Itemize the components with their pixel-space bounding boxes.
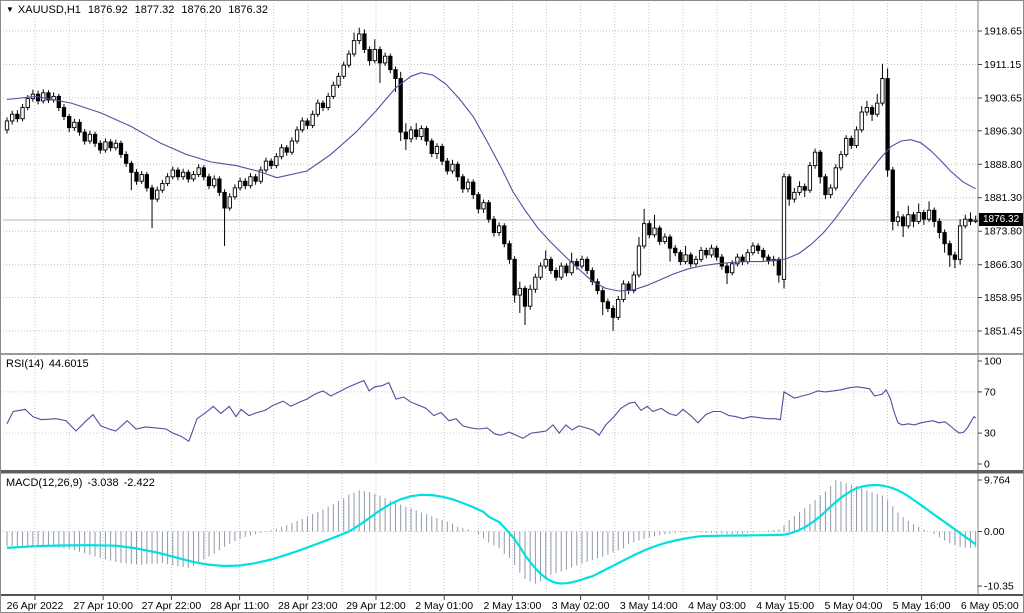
time-tick-label: 4 May 03:00 <box>688 600 746 612</box>
time-tick-label: 27 Apr 22:00 <box>142 600 202 612</box>
time-tick-label: 6 May 05:00 <box>961 600 1019 612</box>
rsi-line <box>6 379 977 443</box>
panel-splitter-rsi-macd[interactable] <box>1 470 1024 474</box>
macd-tick-label: 0.00 <box>984 526 1005 538</box>
rsi-name: RSI(14) <box>6 358 44 370</box>
time-tick-label: 5 May 16:00 <box>893 600 951 612</box>
rsi-indicator-label: RSI(14) 44.6015 <box>6 358 89 370</box>
price-tick-label: 1858.95 <box>984 292 1022 304</box>
rsi-tick-label: 0 <box>984 459 990 471</box>
rsi-axis-labels: 100 70 30 0 <box>978 356 1002 471</box>
macd-tick-label: 9.764 <box>984 475 1010 487</box>
time-tick-label: 3 May 14:00 <box>620 600 678 612</box>
macd-axis-labels: 9.764 0.00 -10.35 <box>978 475 1014 593</box>
price-tick-label: 1873.80 <box>984 226 1022 238</box>
quote-close: 1876.32 <box>228 4 268 16</box>
time-tick-label: 28 Apr 11:00 <box>210 600 269 612</box>
price-tick-label: 1911.15 <box>984 59 1021 71</box>
time-tick-label: 4 May 15:00 <box>756 600 814 612</box>
macd-signal-value: -2.422 <box>123 477 155 489</box>
time-tick-label: 3 May 02:00 <box>552 600 610 612</box>
macd-indicator-label: MACD(12,26,9) -3.038 -2.422 <box>6 477 155 489</box>
price-axis-labels: 1918.65 1911.15 1903.65 1896.30 1888.80 1881.… <box>978 26 1022 338</box>
symbol-timeframe-label: XAUUSD,H1 <box>17 4 81 16</box>
rsi-tick-label: 30 <box>984 428 996 440</box>
price-tick-label: 1866.30 <box>984 259 1022 271</box>
macd-histogram <box>6 480 977 584</box>
panel-splitter-main-rsi[interactable] <box>1 353 1024 355</box>
chart-header: ▼ XAUUSD,H1 1876.92 1877.32 1876.20 1876.32 <box>6 4 268 16</box>
time-tick-label: 27 Apr 10:00 <box>73 600 133 612</box>
time-tick-label: 28 Apr 23:00 <box>278 600 338 612</box>
time-axis-separator <box>1 594 1023 596</box>
time-tick-label: 2 May 01:00 <box>415 600 473 612</box>
time-tick-label: 5 May 04:00 <box>825 600 883 612</box>
time-tick-label: 2 May 13:00 <box>484 600 542 612</box>
rsi-tick-label: 100 <box>984 356 1002 368</box>
price-tick-label: 1918.65 <box>984 26 1022 38</box>
grid-layer <box>3 3 977 593</box>
symbol-dropdown-icon[interactable]: ▼ <box>6 5 14 14</box>
macd-name: MACD(12,26,9) <box>6 477 83 489</box>
price-tick-label: 1896.30 <box>984 125 1022 137</box>
quote-low: 1876.20 <box>181 4 222 16</box>
price-tick-label: 1888.80 <box>984 159 1022 171</box>
time-axis-labels: 26 Apr 2022 27 Apr 10:00 27 Apr 22:00 28 Ap… <box>7 596 1019 612</box>
price-tick-label: 1881.30 <box>984 192 1022 204</box>
candles-layer <box>4 27 978 331</box>
time-tick-label: 26 Apr 2022 <box>7 600 64 612</box>
time-tick-label: 29 Apr 12:00 <box>346 600 406 612</box>
macd-main-value: -3.038 <box>87 477 119 489</box>
macd-signal-line <box>6 484 977 585</box>
price-tick-label: 1851.45 <box>984 326 1022 338</box>
macd-tick-label: -10.35 <box>984 581 1014 593</box>
rsi-tick-label: 70 <box>984 386 996 398</box>
last-price-tag: 1876.32 <box>979 213 1023 226</box>
price-tick-label: 1903.65 <box>984 92 1022 104</box>
rsi-value: 44.6015 <box>48 358 89 370</box>
quote-high: 1877.32 <box>134 4 175 16</box>
quote-open: 1876.92 <box>87 4 128 16</box>
ma-line <box>6 72 976 292</box>
